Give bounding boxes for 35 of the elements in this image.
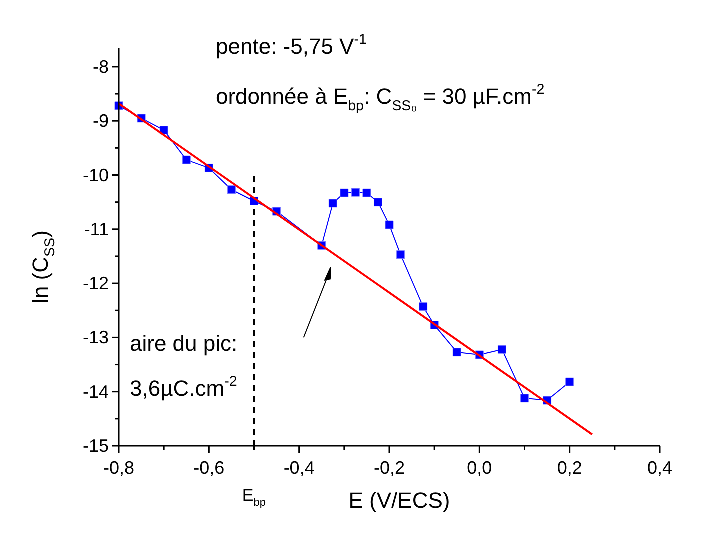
point	[452, 348, 462, 357]
x-tick-label: -0,2	[374, 458, 406, 478]
y-tick-label: -15	[82, 436, 109, 456]
y-tick-label: -14	[82, 382, 109, 402]
annotation: 3,6µC.cm$^{-2}$	[130, 374, 238, 401]
ref-line-label: E$_{bp}$	[242, 486, 266, 510]
annotation: pente: -5,75 V$^{-1}$	[216, 32, 367, 59]
x-axis-title: E (V/ECS)	[348, 488, 450, 513]
point	[419, 302, 428, 312]
point	[520, 394, 529, 403]
point	[385, 220, 394, 230]
x-tick-label: -0,4	[284, 458, 315, 478]
y-tick-label: -11	[84, 219, 109, 240]
point	[351, 188, 360, 197]
point	[227, 186, 236, 194]
point	[328, 199, 338, 208]
point	[362, 188, 372, 198]
x-tick-label: -0,6	[194, 458, 225, 478]
point	[374, 198, 382, 207]
y-tick-label: -12	[82, 274, 109, 294]
x-tick-label: -0,8	[103, 458, 135, 478]
y-tick-label: -13	[82, 328, 109, 348]
point	[566, 378, 574, 386]
x-tick-label: 0,4	[647, 458, 673, 478]
point	[340, 188, 349, 198]
annotation: aire du pic:	[130, 331, 238, 356]
x-tick-label: 0,2	[557, 458, 582, 478]
y-tick-label: -8	[92, 56, 109, 77]
annotation: ordonnée à E$_{bp}$: C$_{SS₀}$ = 30 µF.cm$^{-2}$	[216, 82, 545, 115]
y-tick-label: -9	[92, 111, 109, 132]
y-tick-label: -10	[82, 165, 109, 186]
point	[182, 156, 191, 164]
point	[396, 250, 406, 260]
point	[498, 345, 506, 354]
x-tick-label: 0,0	[467, 458, 492, 478]
